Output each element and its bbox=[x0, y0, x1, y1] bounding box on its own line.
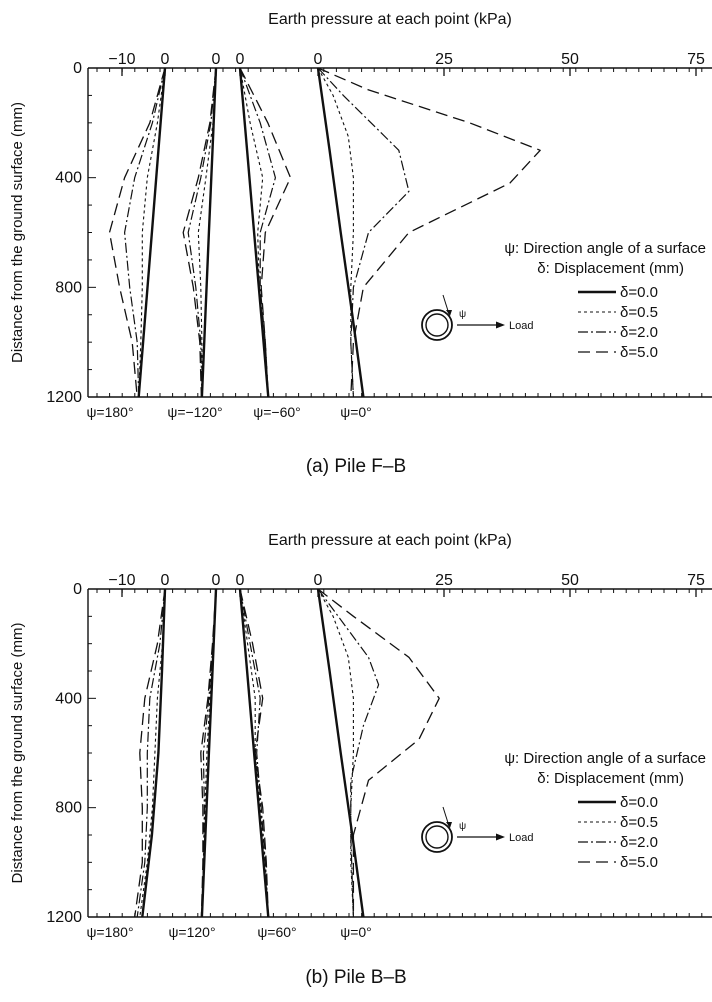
x-tick-label: 0 bbox=[236, 572, 245, 589]
series-line bbox=[138, 67, 166, 398]
legend-entry-label: δ=0.0 bbox=[620, 794, 658, 811]
x-tick-label: 0 bbox=[236, 51, 245, 68]
series-line bbox=[187, 67, 217, 398]
chart-svg-b: Earth pressure at each point (kPa) Distan… bbox=[9, 532, 712, 940]
series-line bbox=[238, 67, 270, 398]
series-line bbox=[239, 588, 269, 918]
load-arrow-head bbox=[496, 321, 505, 329]
series-line bbox=[239, 67, 269, 398]
series-line bbox=[317, 588, 354, 918]
series-line bbox=[316, 67, 365, 398]
chart-title: Earth pressure at each point (kPa) bbox=[268, 532, 512, 549]
series-line bbox=[197, 67, 217, 397]
x-tick-label: 25 bbox=[435, 572, 453, 589]
group-label: ψ=0° bbox=[340, 404, 372, 420]
y-tick-label: 1200 bbox=[46, 909, 82, 926]
legend-title-2: δ: Displacement (mm) bbox=[537, 770, 684, 787]
series-line bbox=[317, 67, 354, 398]
x-tick-label: 0 bbox=[161, 51, 170, 68]
series-line bbox=[123, 67, 166, 398]
series-line bbox=[239, 588, 269, 918]
chart-svg-a: Earth pressure at each point (kPa) Distan… bbox=[9, 11, 712, 420]
pile-inner-circle bbox=[425, 313, 449, 337]
legend-title-1: ψ: Direction angle of a surface bbox=[504, 240, 706, 257]
series-line bbox=[182, 67, 217, 398]
legend-title-2: δ: Displacement (mm) bbox=[537, 260, 684, 277]
series-line bbox=[239, 67, 276, 398]
load-arrow-head bbox=[496, 833, 505, 841]
chart-panel-b: Earth pressure at each point (kPa) Distan… bbox=[0, 501, 712, 1002]
x-tick-label: 0 bbox=[212, 572, 221, 589]
x-tick-label: 50 bbox=[561, 51, 579, 68]
pile-outer-circle bbox=[421, 821, 453, 853]
series-line bbox=[108, 67, 166, 398]
x-tick-label: −10 bbox=[108, 572, 135, 589]
group-label: ψ=−60° bbox=[253, 404, 301, 420]
group-label: ψ=0° bbox=[340, 924, 372, 940]
y-tick-label: 0 bbox=[73, 581, 82, 598]
x-tick-label: 25 bbox=[435, 51, 453, 68]
series-line bbox=[134, 588, 166, 918]
legend-entry-label: δ=0.5 bbox=[620, 814, 658, 831]
group-label: ψ=120° bbox=[168, 924, 215, 940]
series-line bbox=[137, 67, 167, 398]
legend-entry-label: δ=2.0 bbox=[620, 324, 658, 341]
chart-title: Earth pressure at each point (kPa) bbox=[268, 11, 512, 28]
x-tick-label: −10 bbox=[108, 51, 135, 68]
series-line bbox=[317, 588, 380, 918]
y-tick-label: 800 bbox=[55, 279, 82, 296]
group-label: ψ=−120° bbox=[167, 404, 222, 420]
pile-inner-circle bbox=[425, 825, 449, 849]
series-line bbox=[239, 67, 292, 398]
y-axis-label: Distance from the ground surface (mm) bbox=[9, 102, 26, 363]
series-line bbox=[139, 588, 166, 918]
pile-outer-circle bbox=[421, 309, 453, 341]
psi-angle-label: ψ bbox=[459, 821, 466, 832]
series-line bbox=[200, 588, 217, 918]
legend-title-1: ψ: Direction angle of a surface bbox=[504, 750, 706, 767]
group-label: ψ=180° bbox=[86, 404, 133, 420]
x-tick-label: 75 bbox=[687, 572, 705, 589]
chart-caption-b: (b) Pile B–B bbox=[305, 967, 407, 988]
chart-panel-a: Earth pressure at each point (kPa) Distan… bbox=[9, 11, 712, 477]
series-line bbox=[238, 588, 270, 918]
x-tick-label: 50 bbox=[561, 572, 579, 589]
psi-angle-label: ψ bbox=[459, 309, 466, 320]
legend-entry-label: δ=0.0 bbox=[620, 284, 658, 301]
y-tick-label: 400 bbox=[55, 170, 82, 187]
legend-entry-label: δ=0.5 bbox=[620, 304, 658, 321]
load-label: Load bbox=[509, 832, 533, 844]
x-tick-label: 0 bbox=[212, 51, 221, 68]
y-tick-label: 1200 bbox=[46, 389, 82, 406]
legend-entry-label: δ=5.0 bbox=[620, 344, 658, 361]
legend-entry-label: δ=2.0 bbox=[620, 834, 658, 851]
series-line bbox=[136, 588, 166, 918]
psi-pointer-head bbox=[446, 822, 452, 828]
y-axis-label: Distance from the ground surface (mm) bbox=[9, 623, 26, 884]
y-tick-label: 0 bbox=[73, 60, 82, 77]
legend-entry-label: δ=5.0 bbox=[620, 854, 658, 871]
load-label: Load bbox=[509, 320, 533, 332]
series-line bbox=[316, 588, 365, 918]
group-label: ψ=60° bbox=[257, 924, 296, 940]
x-tick-label: 0 bbox=[161, 572, 170, 589]
y-tick-label: 400 bbox=[55, 690, 82, 707]
psi-pointer-head bbox=[446, 310, 452, 316]
x-tick-label: 0 bbox=[314, 51, 323, 68]
x-tick-label: 0 bbox=[314, 572, 323, 589]
series-line bbox=[200, 67, 218, 398]
series-line bbox=[317, 588, 440, 917]
y-tick-label: 800 bbox=[55, 800, 82, 817]
chart-caption-a: (a) Pile F–B bbox=[305, 456, 407, 477]
series-line bbox=[239, 588, 269, 918]
x-tick-label: 75 bbox=[687, 51, 705, 68]
series-line bbox=[317, 67, 410, 398]
series-line bbox=[141, 588, 167, 918]
series-line bbox=[317, 67, 541, 398]
group-label: ψ=180° bbox=[86, 924, 133, 940]
